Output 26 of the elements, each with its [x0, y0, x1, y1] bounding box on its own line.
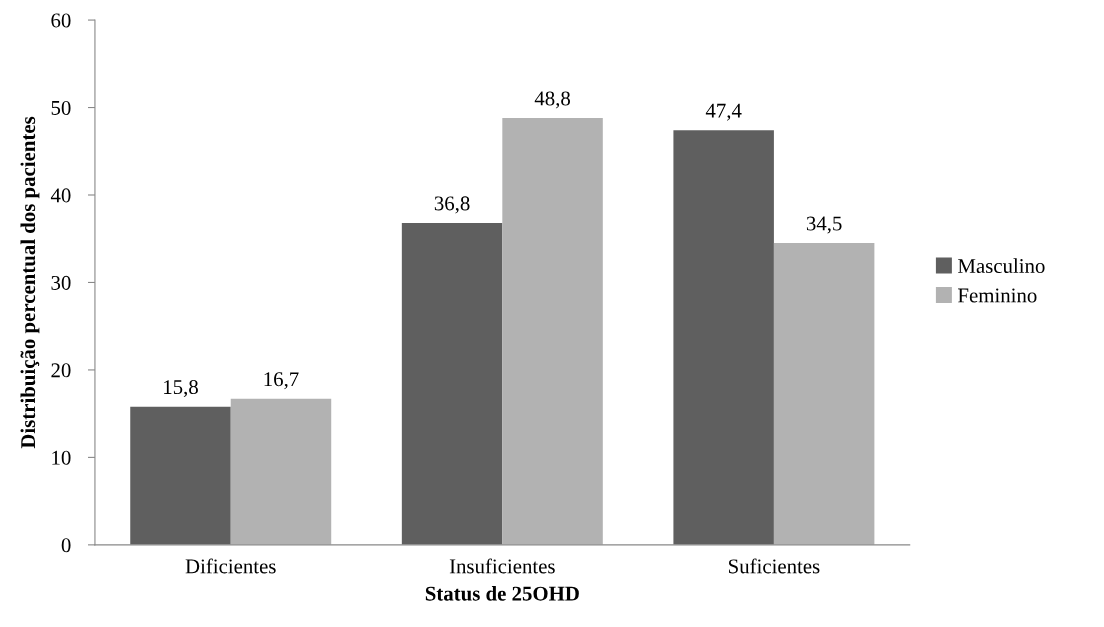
y-tick-label: 30	[51, 275, 71, 290]
y-tick-label: 60	[51, 13, 71, 28]
x-axis-title: Status de 25OHD	[425, 585, 579, 601]
bar	[230, 398, 332, 545]
bar	[773, 243, 875, 545]
legend-label: Feminino	[958, 288, 1037, 303]
x-tick-label: Insuficientes	[449, 558, 555, 574]
data-label: 48,8	[534, 91, 570, 109]
x-tick-label: Dificientes	[185, 558, 276, 574]
bar	[401, 222, 503, 545]
y-tick-label: 0	[61, 538, 71, 553]
bar	[673, 130, 774, 545]
y-tick-label: 20	[51, 363, 71, 378]
data-label: 16,7	[264, 372, 299, 390]
y-tick-label: 50	[51, 100, 71, 115]
x-tick-label: Suficientes	[729, 558, 820, 574]
bar	[130, 406, 231, 545]
data-label: 15,8	[164, 380, 198, 398]
y-axis-title: Distribuição percentual dos pacientes	[20, 116, 40, 449]
data-label: 47,4	[705, 103, 742, 121]
y-tick-label: 10	[52, 450, 71, 465]
bar	[502, 118, 603, 545]
data-label: 36,8	[434, 196, 470, 214]
data-label: 34,5	[806, 216, 842, 234]
y-tick-label: 40	[50, 188, 71, 203]
legend-label: Masculino	[958, 258, 1045, 274]
